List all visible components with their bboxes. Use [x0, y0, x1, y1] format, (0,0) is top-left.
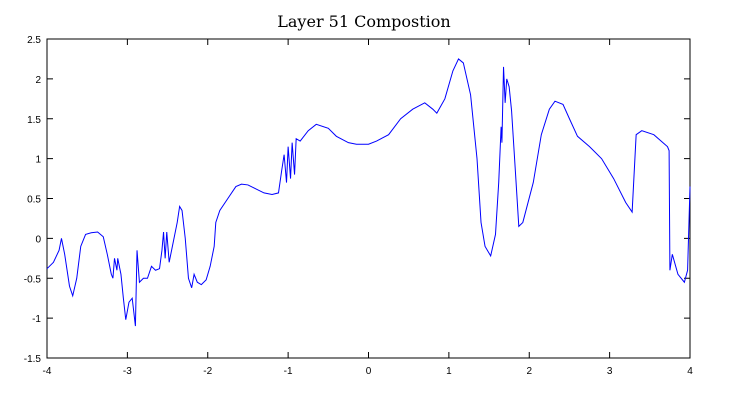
x-tick-label: -3 — [123, 366, 132, 377]
y-tick-label: 0 — [35, 234, 41, 245]
y-tick-label: 0.5 — [27, 195, 41, 206]
x-tick-label: 1 — [446, 366, 452, 377]
x-tick-label: 4 — [687, 366, 693, 377]
y-tick-label: 2 — [35, 75, 41, 86]
data-line — [46, 58, 691, 327]
y-tick-label: 1.5 — [27, 115, 41, 126]
y-tick-label: -0.5 — [24, 274, 42, 285]
x-tick-label: 3 — [607, 366, 613, 377]
y-tick-label: 2.5 — [27, 35, 41, 46]
x-tick-label: 2 — [526, 366, 532, 377]
x-tick-label: 0 — [366, 366, 372, 377]
y-tick-label: -1 — [32, 314, 41, 325]
x-tick-label: -4 — [43, 366, 52, 377]
y-tick-label: -1.5 — [24, 354, 42, 365]
chart-title: Layer 51 Compostion — [277, 12, 450, 31]
x-tick-label: -2 — [203, 366, 212, 377]
axes-box — [46, 38, 691, 359]
y-tick-label: 1 — [35, 155, 41, 166]
x-tick-label: -1 — [284, 366, 293, 377]
